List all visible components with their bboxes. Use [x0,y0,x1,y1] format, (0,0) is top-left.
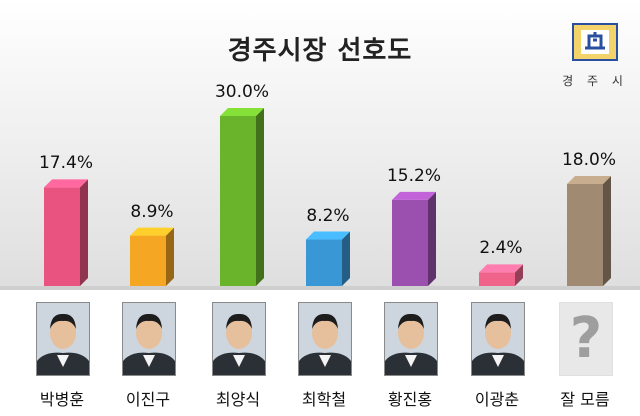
city-logo-text: 경 주 시 [562,74,628,88]
candidate-photo-icon [212,302,266,376]
bar-top [130,227,174,236]
category-label: 이진구 [125,390,171,409]
bar-top [220,108,264,116]
bar-top [44,179,88,188]
data-label: 18.0% [561,150,616,170]
category-label: 최양식 [215,390,261,409]
bar-top [306,231,350,240]
question-mark-glyph: ? [569,306,603,371]
candidate-photo-icon [122,302,176,376]
bar-side [256,108,264,286]
data-label: 8.2% [306,205,350,226]
bar-top [567,176,611,184]
category-label: 황진홍 [387,390,433,409]
bar-side [166,227,174,286]
bar [220,116,256,286]
bar-side [515,264,523,286]
candidate-photo-icon [298,302,352,376]
chart-title: 경주시장 선호도 [227,36,413,66]
candidate-photo-icon [36,302,90,376]
bar-side [342,231,350,286]
gyeongju-city-emblem-icon [571,22,619,62]
category-label: 이광춘 [474,390,520,409]
data-label: 8.9% [130,201,174,222]
data-label: 30.0% [214,82,269,102]
candidate-photo-icon [471,302,525,376]
category-label: 최학철 [301,390,347,409]
question-mark-icon: ? [559,302,613,376]
bar-top [479,264,523,273]
bar [567,184,603,286]
bar [130,235,166,286]
data-label: 17.4% [38,153,93,174]
bar-side [603,176,611,286]
category-label: 잘 모름 [560,390,610,409]
data-label: 15.2% [386,165,441,186]
bar-side [80,179,88,286]
bar [44,187,80,286]
bar [306,239,342,286]
candidate-photo-icon [384,302,438,376]
chart-floor [0,286,640,290]
bar [392,199,428,286]
bar-top [392,191,436,200]
bar-side [428,191,436,286]
data-label: 2.4% [479,238,523,259]
category-label: 박병훈 [39,390,85,409]
bar [479,272,515,286]
